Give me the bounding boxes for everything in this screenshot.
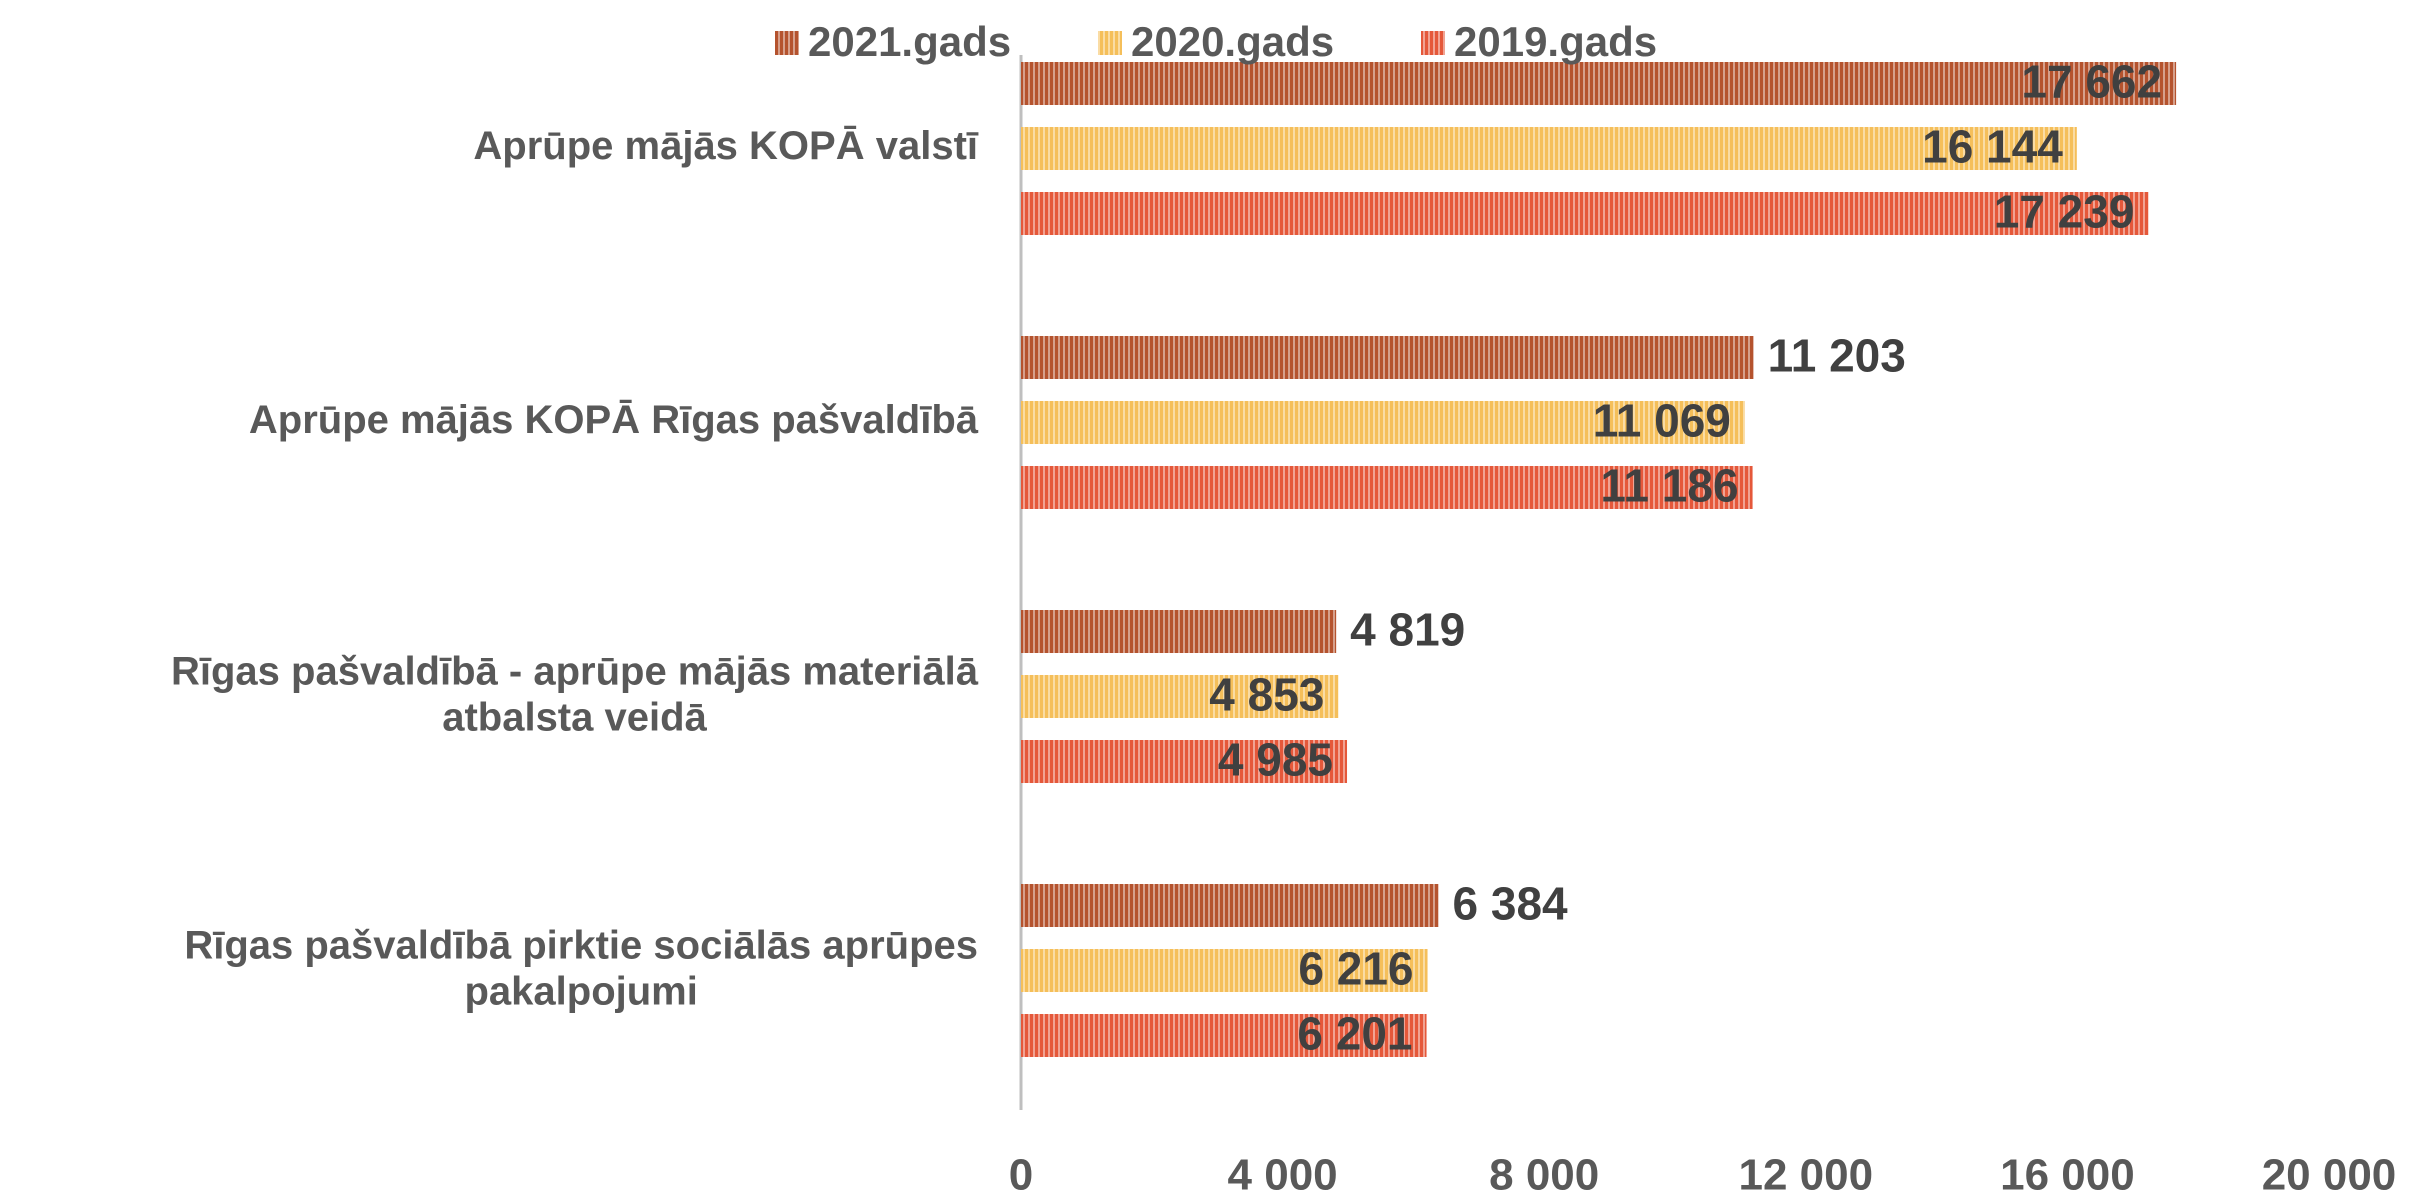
bar [1021, 127, 2077, 170]
bar [1021, 884, 1439, 927]
data-label: 16 144 [1922, 121, 2063, 173]
bar [1021, 675, 1339, 718]
bar [1021, 1014, 1427, 1057]
data-label: 11 186 [1600, 460, 1738, 512]
x-tick-label: 16 000 [2000, 1151, 2135, 1196]
bar [1021, 740, 1348, 783]
legend-marker [1098, 31, 1122, 55]
legend-label: 2021.gads [808, 18, 1011, 65]
data-label: 11 069 [1593, 395, 1731, 447]
legend-label: 2020.gads [1131, 18, 1334, 65]
data-label: 6 384 [1453, 878, 1569, 930]
bar [1021, 62, 2177, 105]
legend-marker [1421, 31, 1445, 55]
category-label: Aprūpe mājās KOPĀ valstī [473, 124, 978, 168]
bar [1021, 336, 1754, 379]
bar [1021, 610, 1337, 653]
x-tick-label: 8 000 [1489, 1151, 1599, 1196]
bar [1021, 192, 2149, 235]
legend-label: 2019.gads [1454, 18, 1657, 65]
bar [1021, 401, 1745, 444]
x-tick-label: 4 000 [1228, 1151, 1338, 1196]
legend-marker [775, 31, 799, 55]
category-label: Rīgas pašvaldībā pirktie sociālās aprūpe… [184, 923, 978, 1013]
x-tick-label: 20 000 [2262, 1151, 2397, 1196]
x-tick-label: 0 [1009, 1151, 1033, 1196]
data-label: 17 662 [2021, 56, 2162, 108]
data-label: 6 201 [1297, 1008, 1412, 1060]
data-label: 4 853 [1209, 669, 1324, 721]
data-label: 6 216 [1298, 943, 1413, 995]
category-label: Rīgas pašvaldībā - aprūpe mājās materiāl… [171, 649, 979, 739]
bar [1021, 949, 1428, 992]
x-tick-label: 12 000 [1739, 1151, 1874, 1196]
data-label: 11 203 [1768, 330, 1906, 382]
bar [1021, 466, 1753, 509]
data-label: 4 819 [1350, 604, 1465, 656]
category-label: Aprūpe mājās KOPĀ Rīgas pašvaldībā [249, 398, 979, 442]
data-label: 17 239 [1994, 186, 2135, 238]
data-label: 4 985 [1218, 734, 1333, 786]
